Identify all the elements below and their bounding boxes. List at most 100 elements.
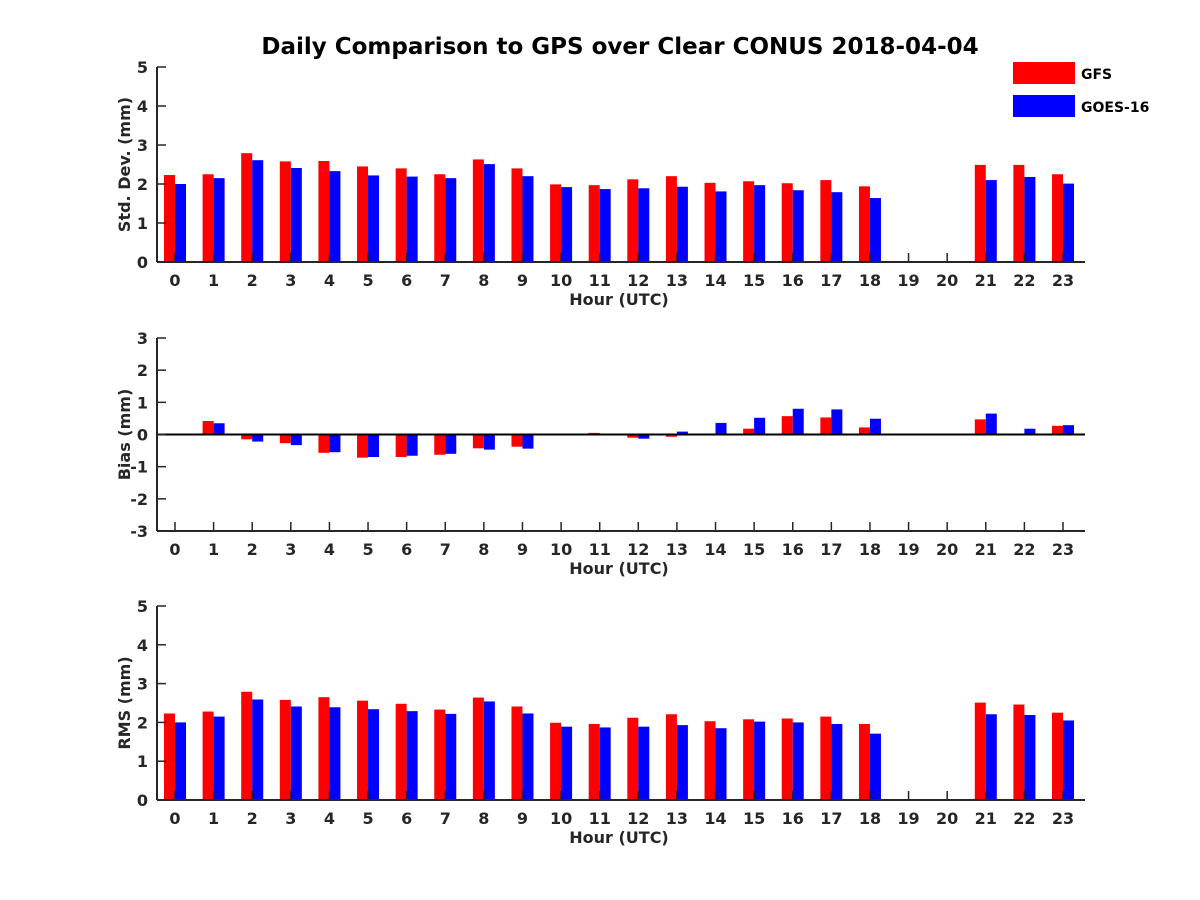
y-tick-label-stddev: 1	[137, 214, 148, 233]
bar-bias-goes16-15	[754, 417, 766, 435]
bar-stddev-gfs-8	[472, 159, 484, 262]
x-tick-label-rms: 8	[478, 809, 489, 828]
x-tick-label-rms: 5	[362, 809, 373, 828]
x-tick-label-stddev: 22	[1013, 271, 1035, 290]
bar-stddev-goes16-22	[1024, 176, 1036, 262]
bar-bias-goes16-12	[638, 434, 650, 439]
bar-rms-gfs-2	[241, 691, 253, 800]
x-tick-label-bias: 18	[859, 540, 881, 559]
bar-stddev-goes16-15	[754, 185, 766, 262]
bar-stddev-gfs-7	[434, 174, 446, 262]
bar-bias-gfs-13	[665, 434, 677, 437]
bar-stddev-goes16-16	[792, 190, 804, 262]
y-tick-label-bias: 3	[137, 329, 148, 348]
bar-rms-goes16-13	[676, 725, 688, 800]
x-tick-label-bias: 13	[666, 540, 688, 559]
x-tick-label-bias: 6	[401, 540, 412, 559]
bar-rms-goes16-8	[483, 701, 495, 800]
bar-bias-gfs-17	[820, 417, 832, 435]
x-tick-label-stddev: 4	[324, 271, 335, 290]
bar-bias-goes16-4	[329, 434, 341, 453]
x-tick-label-stddev: 12	[627, 271, 649, 290]
bar-bias-gfs-8	[472, 434, 484, 449]
bar-rms-goes16-9	[522, 713, 534, 800]
bar-rms-gfs-8	[472, 697, 484, 800]
bar-stddev-gfs-15	[743, 181, 755, 262]
bar-rms-goes16-7	[445, 713, 457, 800]
x-tick-label-stddev: 15	[743, 271, 765, 290]
legend-label-gfs: GFS	[1081, 67, 1112, 83]
bar-rms-goes16-3	[290, 706, 302, 800]
bar-stddev-goes16-3	[290, 168, 302, 262]
x-tick-label-stddev: 9	[517, 271, 528, 290]
x-tick-label-bias: 1	[208, 540, 219, 559]
x-tick-label-stddev: 14	[704, 271, 726, 290]
bar-bias-gfs-18	[858, 427, 870, 435]
bar-rms-gfs-17	[820, 716, 832, 800]
x-tick-label-bias: 2	[247, 540, 258, 559]
bar-bias-goes16-2	[252, 434, 264, 442]
bar-rms-gfs-10	[550, 722, 562, 800]
bar-bias-goes16-21	[985, 413, 997, 435]
bar-stddev-goes16-10	[561, 187, 573, 262]
bar-rms-gfs-6	[395, 703, 407, 800]
bar-stddev-gfs-12	[627, 179, 639, 262]
bar-rms-goes16-2	[252, 699, 264, 800]
x-tick-label-rms: 9	[517, 809, 528, 828]
x-tick-label-bias: 22	[1013, 540, 1035, 559]
bar-stddev-goes16-13	[676, 186, 688, 262]
y-tick-label-bias: -2	[130, 490, 148, 509]
bar-stddev-gfs-11	[588, 185, 600, 262]
bar-bias-goes16-23	[1063, 425, 1074, 435]
bar-rms-gfs-21	[974, 702, 986, 800]
bar-stddev-goes16-11	[599, 189, 611, 262]
bar-stddev-gfs-9	[511, 168, 523, 262]
bar-rms-gfs-3	[279, 699, 291, 800]
bar-rms-goes16-1	[213, 716, 225, 800]
y-tick-label-stddev: 5	[137, 58, 148, 77]
bar-rms-goes16-18	[869, 733, 881, 800]
bar-stddev-gfs-2	[241, 153, 253, 262]
x-tick-label-stddev: 6	[401, 271, 412, 290]
bar-stddev-goes16-8	[483, 164, 495, 262]
x-tick-label-rms: 0	[169, 809, 180, 828]
x-tick-label-stddev: 10	[550, 271, 572, 290]
y-tick-label-rms: 1	[137, 752, 148, 771]
x-tick-label-bias: 21	[975, 540, 997, 559]
bar-stddev-gfs-4	[318, 160, 330, 262]
bar-rms-gfs-4	[318, 697, 330, 800]
x-tick-label-stddev: 13	[666, 271, 688, 290]
x-tick-label-stddev: 1	[208, 271, 219, 290]
bar-stddev-gfs-16	[781, 183, 793, 262]
bar-stddev-gfs-10	[550, 184, 562, 262]
chart-title: Daily Comparison to GPS over Clear CONUS…	[261, 34, 978, 60]
bar-bias-goes16-5	[368, 434, 380, 458]
bar-rms-gfs-7	[434, 709, 446, 800]
bar-rms-goes16-15	[754, 721, 766, 800]
bar-bias-gfs-5	[357, 434, 369, 458]
x-tick-label-rms: 18	[859, 809, 881, 828]
x-tick-label-stddev: 23	[1052, 271, 1074, 290]
x-tick-label-stddev: 19	[897, 271, 919, 290]
y-tick-label-stddev: 4	[137, 97, 148, 116]
x-tick-label-bias: 0	[169, 540, 180, 559]
x-tick-label-stddev: 0	[169, 271, 180, 290]
bar-stddev-goes16-21	[985, 180, 997, 262]
bar-stddev-gfs-18	[858, 186, 870, 262]
bar-stddev-goes16-5	[368, 175, 380, 262]
y-tick-label-stddev: 2	[137, 175, 148, 194]
x-tick-label-rms: 14	[704, 809, 726, 828]
bar-bias-gfs-12	[627, 434, 639, 438]
y-tick-label-rms: 4	[137, 636, 148, 655]
bar-rms-gfs-13	[665, 714, 677, 800]
bar-rms-goes16-11	[599, 727, 611, 800]
bar-stddev-gfs-5	[357, 166, 369, 262]
bar-bias-goes16-9	[522, 434, 534, 449]
x-tick-label-rms: 21	[975, 809, 997, 828]
x-tick-label-bias: 19	[897, 540, 919, 559]
x-tick-label-rms: 3	[285, 809, 296, 828]
bar-rms-gfs-12	[627, 717, 639, 800]
